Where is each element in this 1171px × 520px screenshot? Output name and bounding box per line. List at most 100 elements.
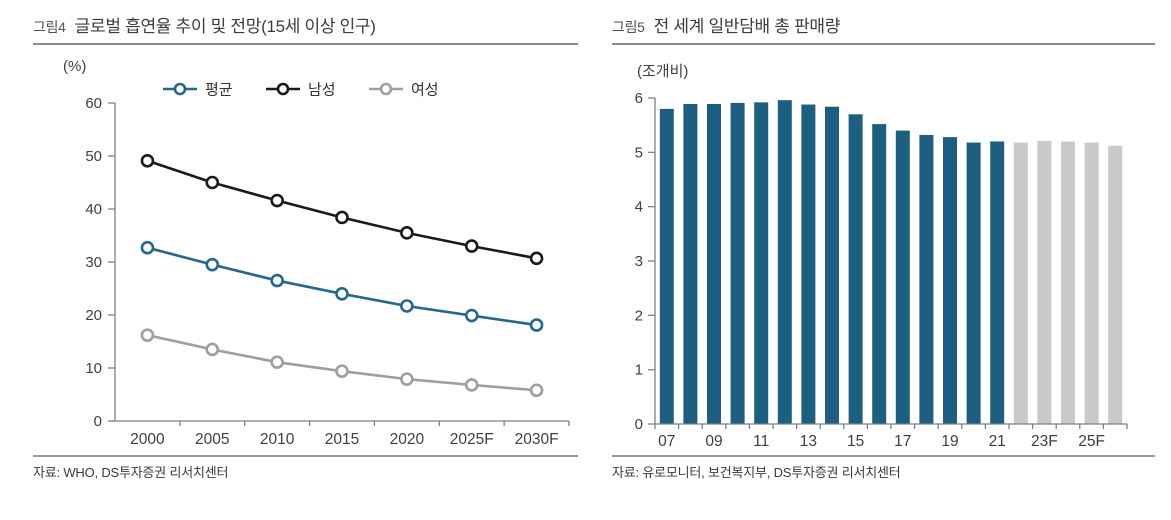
y-tick-label: 10: [85, 360, 102, 377]
figure-title-text: 전 세계 일반담배 총 판매량: [653, 17, 841, 36]
figure-number: 그림5: [612, 19, 645, 35]
legend-label: 남성: [308, 82, 336, 99]
bar: [1108, 145, 1123, 424]
source-text: 자료: WHO, DS투자증권 리서치센터: [33, 465, 229, 480]
data-point-marker: [464, 378, 479, 392]
x-tick-label: 2005: [195, 431, 229, 448]
x-tick-label: 2015: [325, 431, 359, 448]
legend-item: 여성: [369, 82, 439, 99]
bar: [872, 124, 887, 424]
figure-title-text: 글로벌 흡연율 추이 및 전망(15세 이상 인구): [74, 17, 376, 36]
series-line: [140, 328, 544, 398]
y-axis: 0 10 20 30 40 50 60: [85, 95, 116, 430]
data-point-marker: [270, 193, 284, 208]
data-point-marker: [270, 355, 284, 369]
figure-panel-cigarette-sales: 그림5 전 세계 일반담배 총 판매량 (조개비) 0 1 2 3 4 5 6 07 09 11 13…: [612, 12, 1155, 481]
bar: [754, 102, 769, 424]
x-tick-label: 17: [894, 433, 911, 450]
data-point-marker: [205, 342, 220, 357]
y-tick-label: 40: [85, 201, 102, 218]
data-point-marker: [529, 251, 544, 266]
x-tick-label: 19: [941, 433, 958, 450]
x-tick-label: 2030F: [515, 431, 559, 448]
series-line: [140, 153, 544, 266]
bar: [1084, 142, 1099, 424]
x-axis: 2000 2005 2010 2015 2020 2025F 2030F: [115, 420, 570, 448]
legend-item: 평균: [163, 82, 233, 99]
bar: [659, 108, 674, 424]
data-point-marker: [205, 257, 220, 272]
y-axis-unit-label: (%): [63, 58, 86, 75]
bar: [707, 103, 721, 424]
data-point-marker: [140, 328, 155, 342]
figure-number: 그림4: [33, 19, 66, 35]
figure-panel-smoking-rate: 그림4 글로벌 흡연율 추이 및 전망(15세 이상 인구) (%) 평균 남성 여성…: [33, 12, 578, 481]
legend-circle-marker-icon: [173, 82, 187, 96]
data-point-marker: [335, 287, 349, 301]
figure-source: 자료: 유로모니터, 보건복지부, DS투자증권 리서치센터: [612, 455, 1155, 481]
bar: [1061, 141, 1075, 424]
data-point-marker: [529, 318, 544, 332]
data-point-marker: [140, 153, 155, 168]
series-line: [140, 240, 544, 332]
data-point-marker: [464, 308, 479, 323]
y-tick-label: 50: [85, 148, 102, 165]
y-tick-label: 30: [85, 254, 102, 271]
x-axis: 07 09 11 13 15 17 19 21 23F 25F: [654, 423, 1128, 450]
bar: [777, 100, 792, 424]
x-tick-label: 11: [753, 433, 769, 450]
source-text: 자료: 유로모니터, 보건복지부, DS투자증권 리서치센터: [612, 465, 901, 480]
bar: [895, 130, 910, 424]
legend: 평균 남성 여성: [163, 82, 439, 99]
data-point-marker: [205, 175, 220, 190]
x-tick-label: 13: [800, 433, 817, 450]
legend-label: 평균: [205, 82, 233, 99]
legend-item: 남성: [266, 82, 336, 99]
data-point-marker: [270, 273, 284, 288]
bar-series: [659, 100, 1123, 425]
cigarette-sales-bar-chart: (조개비) 0 1 2 3 4 5 6 07 09 11 13 15 17 19 21 23F 25F: [635, 63, 1128, 450]
x-tick-label: 2000: [130, 431, 165, 448]
legend-circle-marker-icon: [276, 82, 290, 96]
x-tick-label: 21: [989, 433, 1006, 450]
figure-title: 그림5 전 세계 일반담배 총 판매량: [612, 12, 1155, 45]
data-point-marker: [400, 372, 414, 386]
y-tick-label: 0: [94, 413, 102, 430]
y-tick-label: 1: [635, 362, 643, 379]
y-tick-label: 6: [635, 90, 643, 107]
data-point-marker: [464, 239, 479, 253]
figure-title: 그림4 글로벌 흡연율 추이 및 전망(15세 이상 인구): [33, 12, 578, 45]
data-point-marker: [335, 364, 349, 378]
data-point-marker: [529, 383, 544, 398]
bar: [1013, 142, 1028, 424]
bar: [848, 114, 863, 425]
y-axis-unit-label: (조개비): [637, 63, 688, 80]
bar: [730, 102, 745, 424]
bar: [683, 103, 698, 424]
data-point-marker: [140, 240, 155, 255]
y-tick-label: 4: [635, 199, 643, 216]
y-tick-label: 5: [635, 144, 643, 161]
x-tick-label: 2010: [260, 431, 295, 448]
x-tick-label: 2025F: [450, 431, 494, 448]
series-path: [147, 333, 537, 392]
series-path: [147, 159, 537, 260]
series-path: [147, 246, 537, 327]
data-point-marker: [335, 210, 349, 225]
y-tick-label: 20: [85, 307, 102, 324]
y-tick-label: 2: [635, 307, 643, 324]
bar-chart-area: (조개비) 0 1 2 3 4 5 6 07 09 11 13 15 17 19 21 23F 25F: [612, 45, 1155, 455]
x-tick-label: 15: [847, 433, 864, 450]
bar: [966, 142, 981, 424]
x-tick-label: 23F: [1031, 433, 1058, 450]
x-tick-label: 25F: [1078, 433, 1105, 450]
bar: [943, 137, 957, 424]
y-tick-label: 60: [85, 95, 102, 112]
bar: [825, 106, 839, 424]
line-chart-area: (%) 평균 남성 여성 0 10 20 30 40 50 60 2000 2005 2010 2015 20…: [33, 45, 578, 455]
legend-circle-marker-icon: [379, 82, 393, 96]
data-point-marker: [400, 226, 414, 240]
x-tick-label: 2020: [390, 431, 425, 448]
y-tick-label: 0: [635, 416, 643, 433]
